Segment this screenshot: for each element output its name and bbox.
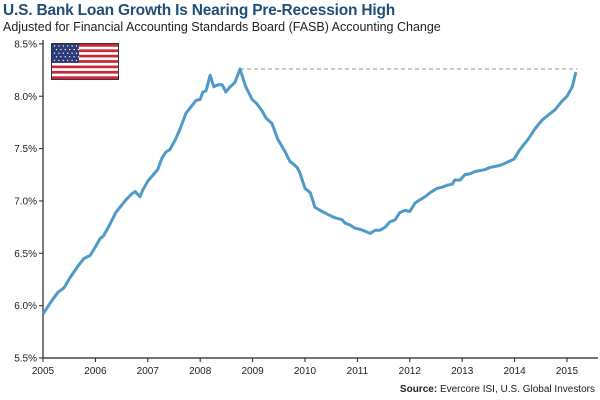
flag-star [67,52,69,54]
source-note: Source: Evercore ISI, U.S. Global Invest… [400,384,595,395]
flag-stripe [52,73,118,77]
flag-star [55,48,58,51]
x-tick-label: 2011 [347,366,369,377]
flag-stripe [52,60,118,64]
y-tick-label: 8.0% [14,92,37,103]
flag-star [60,56,62,58]
flag-star [69,56,71,58]
flag-star [67,45,69,47]
flag-star [58,52,60,54]
flag-stripe [52,68,118,72]
flag-star [62,59,64,62]
y-tick-label: 5.5% [14,354,37,365]
flag-star [60,48,62,51]
flag-star [77,48,80,51]
flag-stripe [52,57,118,61]
flag-stripe [52,54,118,58]
series-line [41,67,578,315]
flag-star [58,45,60,47]
x-tick-label: 2009 [241,366,264,377]
x-tick-label: 2007 [137,366,160,377]
x-tick-label: 2006 [84,366,107,377]
y-tick-label: 6.0% [14,301,37,312]
x-tick-label: 2005 [32,366,55,377]
flag-star [64,48,67,51]
flag-stripe [52,46,118,50]
flag-stripe [52,49,118,53]
axes: 5.5% 6.0% 6.5% 7.0% 7.5% 8.0% 8.5% 2005 2006 2007… [14,39,598,377]
x-tick-label: 2015 [556,366,579,377]
flag-star [62,45,64,47]
flag-star [77,56,80,58]
source-text: Evercore ISI, U.S. Global Investors [439,384,595,395]
source-label: Source: [399,384,438,395]
x-tick-label: 2008 [189,366,212,377]
flag-star [71,52,73,54]
flag-star [69,48,71,51]
flag-stripe [52,65,118,69]
flag-stripe [52,70,118,74]
flag-stripe [52,76,118,80]
flag-star [53,59,56,62]
us-flag-icon [51,43,119,80]
chart-title: U.S. Bank Loan Growth Is Nearing Pre-Rec… [3,2,396,19]
flag-canton [52,44,79,63]
y-tick-label: 7.5% [14,144,37,155]
y-tick-label: 8.5% [14,39,37,50]
flag-star [53,52,56,54]
x-tick-label: 2012 [399,366,422,377]
flag-star [58,59,60,62]
y-tick-label: 6.5% [14,249,37,260]
x-tick-label: 2010 [294,366,317,377]
flag-star [53,45,56,47]
flag-star [73,56,75,58]
flag-star [75,59,78,62]
x-tick-label: 2014 [503,366,526,377]
flag-star [71,45,73,47]
flag-star [73,48,75,51]
flag-star [55,56,58,58]
chart-subtitle: Adjusted for Financial Accounting Standa… [3,20,441,34]
flag-stripe [52,44,118,47]
x-tick-label: 2013 [451,366,474,377]
flag-star [71,59,73,62]
flag-star [75,45,78,47]
flag-stripe [52,52,118,55]
marks [41,67,578,315]
y-tick-label: 7.0% [14,196,37,207]
flag-star [64,56,67,58]
flag-star [75,52,78,54]
flag-star [67,59,69,62]
flag-star [62,52,64,54]
flag-stripe [52,62,118,66]
